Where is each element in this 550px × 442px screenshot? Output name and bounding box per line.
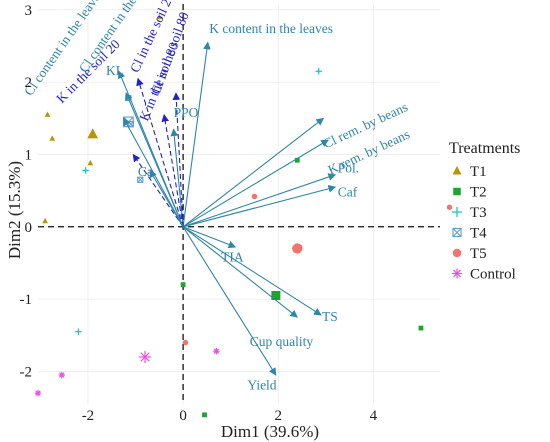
tick-labels: -2 0 2 4 -2 -1 0 1 2 3 <box>20 3 378 424</box>
variable-arrow <box>182 139 329 228</box>
legend-key-Control <box>452 268 462 279</box>
y-tick-label: 3 <box>25 3 33 19</box>
data-point-T2 <box>180 282 186 288</box>
data-point-T2 <box>418 325 424 331</box>
legend-key-T1 <box>452 166 462 175</box>
y-tick-label: 1 <box>25 147 33 163</box>
variable-arrow <box>182 185 337 228</box>
variable-label: Ca <box>138 164 153 179</box>
variable-arrow <box>149 169 184 228</box>
grid <box>38 4 440 404</box>
variable-arrow <box>182 226 237 249</box>
variable-label: TS <box>322 309 338 324</box>
data-point-Control <box>58 371 65 379</box>
data-point-T2 <box>202 412 207 418</box>
y-tick-label: 0 <box>25 220 33 236</box>
zero-reference-lines <box>38 4 440 404</box>
variable-label: KL <box>106 63 124 78</box>
data-point-Control <box>213 347 220 355</box>
individuals-layer <box>34 13 453 418</box>
x-tick-label: 0 <box>179 408 187 424</box>
legend-label: T5 <box>470 246 487 262</box>
variable-label: K content in the leaves <box>209 21 333 36</box>
data-point-T4 <box>137 176 144 183</box>
variable-label: Pol. <box>338 161 359 176</box>
variable-arrow <box>182 117 325 228</box>
variable-label: PPO <box>174 105 199 120</box>
variable-label: Cup quality <box>250 334 314 349</box>
data-point-T5 <box>182 339 189 346</box>
x-tick-label: 2 <box>274 408 282 424</box>
legend-label: Control <box>470 267 516 283</box>
data-point-T3 <box>315 68 322 75</box>
y-axis-title: Dim2 (15.3%) <box>5 161 24 259</box>
data-point-T1 <box>49 135 56 141</box>
data-point-T1 <box>44 111 51 117</box>
variable-label: Caf <box>338 184 358 199</box>
data-point-T3 <box>75 328 82 335</box>
centroid-point-Control <box>139 350 152 363</box>
variable-arrow <box>170 128 184 227</box>
legend-key-T5 <box>452 248 462 258</box>
data-point-T3 <box>82 167 89 174</box>
legend-key-T3 <box>452 207 462 217</box>
legend-label: T2 <box>470 185 487 201</box>
x-tick-label: 4 <box>370 408 378 424</box>
variable-label: TIA <box>221 250 244 265</box>
centroid-point-T2 <box>271 291 281 301</box>
centroid-point-T5 <box>292 243 303 254</box>
variable-arrow <box>132 153 184 228</box>
data-point-T1 <box>156 13 163 20</box>
data-point-Control <box>34 389 42 397</box>
centroid-point-T1 <box>87 128 99 139</box>
variable-arrow <box>125 92 184 228</box>
legend-key-T2 <box>453 187 461 196</box>
variable-arrow <box>136 77 184 227</box>
legend: Treatments T1 T2 T3 T4 T5 Control <box>449 140 520 283</box>
variable-arrow <box>182 173 337 228</box>
legend-label: T1 <box>470 164 487 180</box>
variable-arrow <box>161 113 184 227</box>
data-point-T2 <box>294 157 300 163</box>
variable-arrow <box>182 226 277 376</box>
y-tick-label: -1 <box>20 292 33 308</box>
data-point-T1 <box>42 217 49 224</box>
x-axis-title: Dim1 (39.6%) <box>221 422 319 441</box>
variable-arrow <box>172 92 184 227</box>
data-point-T5 <box>446 204 453 210</box>
legend-title: Treatments <box>449 140 520 157</box>
variable-arrow <box>182 41 211 227</box>
legend-label: T3 <box>470 205 487 221</box>
y-tick-label: 2 <box>25 75 33 91</box>
x-tick-label: -2 <box>82 408 95 424</box>
y-tick-label: -2 <box>20 364 33 380</box>
legend-label: T4 <box>470 226 487 242</box>
variable-arrow <box>182 226 298 318</box>
data-point-T1 <box>87 159 94 166</box>
legend-key-T4 <box>452 227 462 238</box>
variable-arrow <box>182 226 322 316</box>
data-point-T5 <box>251 193 258 200</box>
variable-label: Yield <box>247 378 276 393</box>
